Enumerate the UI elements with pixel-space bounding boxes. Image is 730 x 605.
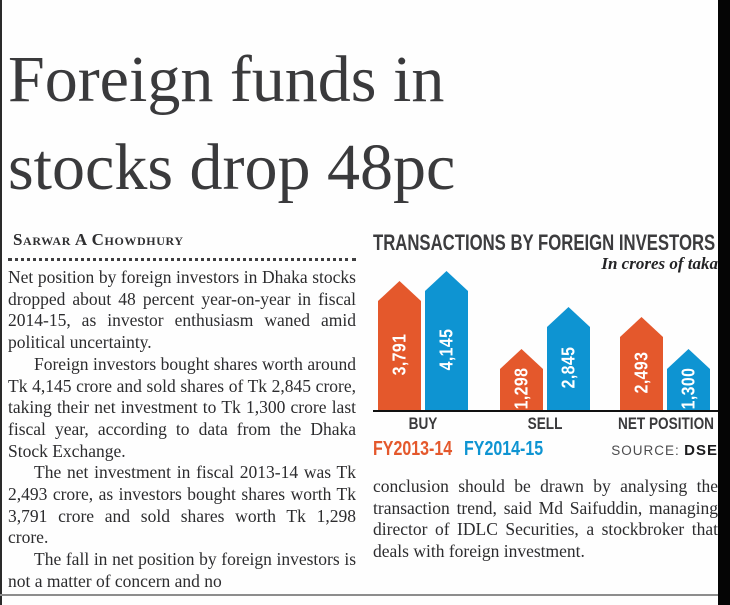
headline-line-1: Foreign funds in [8, 43, 445, 116]
category-label-buy: BUY [408, 414, 438, 433]
chart-category-labels: BUY SELL NET POSITION [373, 414, 718, 436]
bar-fy2013-14-net-position: 2,493 [620, 317, 663, 410]
category-label-sell: SELL [527, 414, 563, 433]
right-column: TRANSACTIONS BY FOREIGN INVESTORS In cro… [373, 228, 718, 593]
paragraph: Net position by foreign investors in Dha… [8, 267, 356, 353]
legend-fy2014-15: FY2014-15 [463, 438, 544, 460]
bar-fy2014-15-net-position: 1,300 [667, 349, 710, 410]
byline: Sarwar A Chowdhury [13, 230, 184, 249]
category-label-net-position: NET POSITION [618, 414, 714, 433]
source-label: SOURCE: [611, 443, 680, 458]
paragraph: conclusion should be drawn by analysing … [373, 476, 718, 562]
bar-fy2014-15-sell: 2,845 [547, 307, 590, 410]
bottom-rule [0, 594, 718, 596]
chart-title: TRANSACTIONS BY FOREIGN INVESTORS [373, 230, 716, 255]
page-edge-hairline [0, 0, 2, 605]
left-column: Sarwar A Chowdhury Net position by forei… [8, 228, 356, 593]
paragraph: Foreign investors bought shares worth ar… [8, 353, 356, 461]
page-edge-strip [718, 0, 730, 605]
bar-fy2014-15-buy: 4,145 [425, 271, 468, 410]
paragraph: The fall in net position by foreign inve… [8, 549, 356, 591]
legend-fy2013-14: FY2013-14 [373, 438, 453, 460]
headline-line-2: stocks drop 48pc [8, 131, 456, 204]
bar-value-label: 3,791 [389, 333, 410, 376]
bar-value-label: 4,145 [436, 328, 457, 371]
byline-divider [8, 257, 356, 261]
bar-value-label: 1,300 [678, 367, 699, 410]
paragraph: The net investment in fiscal 2013-14 was… [8, 462, 356, 548]
headline: Foreign funds in stocks drop 48pc [8, 36, 455, 212]
chart-legend: FY2013-14 FY2014-15 SOURCE: DSE [373, 438, 718, 461]
article-columns: Sarwar A Chowdhury Net position by forei… [8, 228, 718, 593]
chart-subtitle: In crores of taka [601, 254, 718, 273]
bar-value-label: 1,298 [511, 367, 532, 410]
bar-value-label: 2,493 [631, 351, 652, 394]
chart-source: SOURCE: DSE [611, 442, 718, 460]
bar-fy2013-14-buy: 3,791 [378, 281, 421, 410]
source-value: DSE [684, 442, 718, 459]
transactions-chart: TRANSACTIONS BY FOREIGN INVESTORS In cro… [373, 228, 718, 462]
chart-plot: 3,791 1,298 2,493 4,145 2,845 1,300 [373, 262, 718, 412]
bar-fy2013-14-sell: 1,298 [500, 349, 543, 410]
bar-value-label: 2,845 [558, 346, 579, 389]
